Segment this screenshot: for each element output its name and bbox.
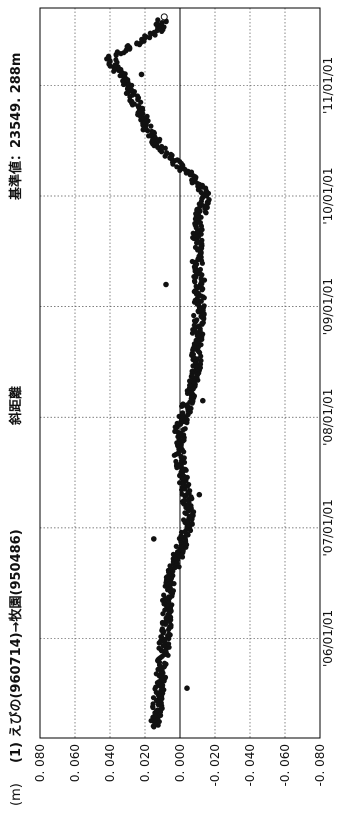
data-point <box>176 413 182 419</box>
y-tick-label: 0. 060 <box>68 744 82 782</box>
data-point <box>160 13 168 21</box>
y-tick-label: 0. 000 <box>173 744 187 782</box>
x-tick-label: '06/01/01 <box>321 610 335 667</box>
x-tick-labels: '06/01/01 '07/01/01 '08/01/01 '09/01/01 '10/… <box>321 57 335 667</box>
y-tick-label: -0. 080 <box>313 744 327 787</box>
data-point <box>142 33 148 39</box>
data-point <box>194 317 200 323</box>
data-points <box>104 13 212 730</box>
data-point <box>151 536 157 542</box>
x-tick-label: '08/01/01 <box>321 389 335 446</box>
data-point <box>144 113 150 119</box>
data-point <box>197 266 203 273</box>
y-tick-label: 0. 020 <box>138 744 152 782</box>
unit-label: (m) <box>9 783 24 806</box>
data-point <box>163 281 169 288</box>
data-point <box>189 258 195 265</box>
data-point <box>156 645 162 651</box>
x-tick-label: '10/01/01 <box>321 167 335 224</box>
data-point <box>200 397 206 404</box>
data-point <box>140 126 147 133</box>
data-point <box>162 660 168 666</box>
data-point <box>179 403 185 410</box>
data-point <box>114 49 120 55</box>
y-tick-label: -0. 040 <box>243 744 257 787</box>
data-point <box>157 136 163 142</box>
data-point <box>167 563 173 569</box>
data-point <box>199 237 205 243</box>
data-point <box>168 151 174 157</box>
station-label: (1) えびの(960714)→牧園(950486) <box>8 529 24 763</box>
data-point <box>134 40 140 46</box>
data-point <box>181 497 187 503</box>
data-point <box>201 303 207 309</box>
data-point <box>189 368 195 374</box>
y-tick-labels: 0. 080 0. 060 0. 040 0. 020 0. 000 -0. 020 -0.… <box>33 744 327 787</box>
data-point <box>106 53 112 59</box>
data-point <box>155 666 161 673</box>
data-point <box>150 701 156 707</box>
data-point <box>191 312 197 319</box>
data-point <box>169 602 175 608</box>
data-point <box>182 426 188 432</box>
data-point <box>174 157 180 163</box>
data-point <box>147 30 153 36</box>
data-point <box>181 517 187 523</box>
data-point <box>184 685 190 691</box>
data-point <box>179 491 185 497</box>
data-point <box>153 671 159 677</box>
data-point <box>155 17 161 23</box>
data-point <box>180 410 186 416</box>
data-point <box>190 230 196 236</box>
data-point <box>159 143 165 150</box>
data-point <box>125 43 131 49</box>
x-tick-label: '11/01/01 <box>321 57 335 114</box>
data-point <box>192 244 199 250</box>
data-point <box>196 491 203 498</box>
data-point <box>127 97 133 104</box>
data-point <box>138 71 145 78</box>
data-point <box>113 57 119 63</box>
data-point <box>174 420 180 426</box>
data-point <box>161 592 167 598</box>
data-point <box>173 458 179 465</box>
data-point <box>186 481 192 488</box>
data-point <box>187 378 193 384</box>
data-point <box>150 695 157 701</box>
data-point <box>159 20 165 26</box>
reference-label: 基準値：23549. 288m <box>8 53 24 201</box>
data-point <box>148 123 154 129</box>
y-tick-label: -0. 060 <box>278 744 292 787</box>
data-point <box>198 358 204 364</box>
measure-label: 斜距離 <box>8 386 24 426</box>
x-tick-label: '09/01/01 <box>321 278 335 335</box>
data-point <box>166 631 172 637</box>
y-tick-label: -0. 020 <box>208 744 222 787</box>
y-tick-label: 0. 040 <box>103 744 117 782</box>
data-point <box>159 626 165 632</box>
data-point <box>173 543 179 550</box>
data-point <box>189 520 195 527</box>
data-point <box>149 128 155 134</box>
data-point <box>164 150 170 156</box>
data-point <box>124 77 131 83</box>
data-point <box>193 283 199 289</box>
y-tick-label: 0. 080 <box>33 744 47 782</box>
x-tick-label: '07/01/01 <box>321 499 335 556</box>
data-point <box>187 488 193 494</box>
chart-header: (m) (1) えびの(960714)→牧園(950486) 斜距離 基準値：2… <box>8 53 24 806</box>
data-point <box>174 164 180 170</box>
